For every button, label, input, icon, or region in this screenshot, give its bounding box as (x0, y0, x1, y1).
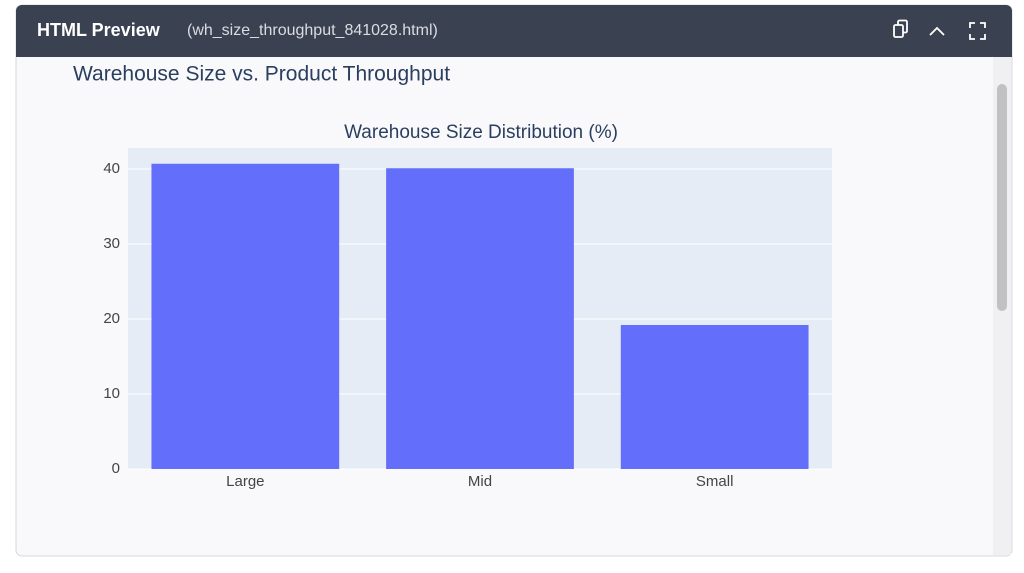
copy-button[interactable] (893, 19, 908, 38)
header-bar (16, 5, 1012, 57)
collapse-button[interactable] (929, 26, 945, 36)
x-tick-label: Mid (468, 473, 492, 490)
bar (151, 163, 340, 469)
header-title: HTML Preview (37, 20, 161, 40)
page-title: Warehouse Size vs. Product Throughput (73, 63, 450, 86)
header-icons (893, 19, 986, 40)
bar (620, 325, 809, 469)
y-tick-label: 30 (103, 235, 120, 252)
header-filename: (wh_size_throughput_841028.html) (187, 22, 438, 39)
y-tick-label: 40 (103, 160, 120, 177)
y-tick-label: 10 (103, 385, 120, 402)
bar (386, 168, 574, 469)
scrollbar-thumb[interactable] (997, 84, 1007, 311)
y-tick-label: 20 (103, 310, 120, 327)
y-tick-label: 0 (112, 460, 120, 477)
x-tick-label: Small (696, 473, 734, 490)
chart-title: Warehouse Size Distribution (%) (344, 122, 618, 143)
x-tick-label: Large (226, 473, 264, 490)
fullscreen-button[interactable] (969, 22, 986, 40)
